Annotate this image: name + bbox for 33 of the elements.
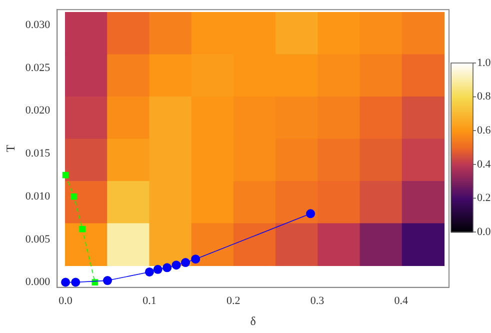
point — [71, 278, 80, 287]
y-tick-label: 0.020 — [25, 104, 51, 117]
y-axis-title: T — [3, 144, 18, 152]
point — [102, 276, 112, 286]
point — [162, 263, 172, 272]
y-tick-label: 0.005 — [25, 233, 51, 246]
point — [172, 260, 181, 270]
point — [62, 172, 69, 178]
point — [70, 193, 78, 200]
x-tick-label: 0.2 — [226, 294, 240, 307]
point — [79, 226, 86, 232]
point — [306, 209, 316, 218]
color-bar-label: 0.8 — [477, 90, 491, 103]
color-bar-label: 0.0 — [477, 226, 491, 238]
point — [61, 278, 70, 287]
color-bar-label: 0.6 — [477, 124, 491, 136]
x-axis-title: δ — [250, 314, 256, 328]
y-tick-label: 0.025 — [25, 62, 51, 74]
color-bar-label: 0.4 — [477, 158, 491, 170]
y-tick-label: 0.000 — [25, 276, 51, 288]
point — [153, 264, 162, 274]
point — [181, 258, 190, 268]
x-tick-label: 0.0 — [58, 294, 73, 307]
x-tick-label: 0.4 — [394, 294, 409, 307]
color-bar-label: 0.2 — [477, 192, 491, 204]
y-tick-label: 0.030 — [25, 18, 51, 31]
y-tick-label: 0.015 — [25, 148, 51, 160]
x-tick-label: 0.1 — [142, 294, 156, 307]
point — [144, 267, 154, 276]
y-tick-label: 0.010 — [25, 190, 51, 202]
color-bar-label: 1.0 — [477, 56, 491, 69]
x-tick-label: 0.3 — [310, 294, 325, 307]
point — [191, 254, 200, 264]
